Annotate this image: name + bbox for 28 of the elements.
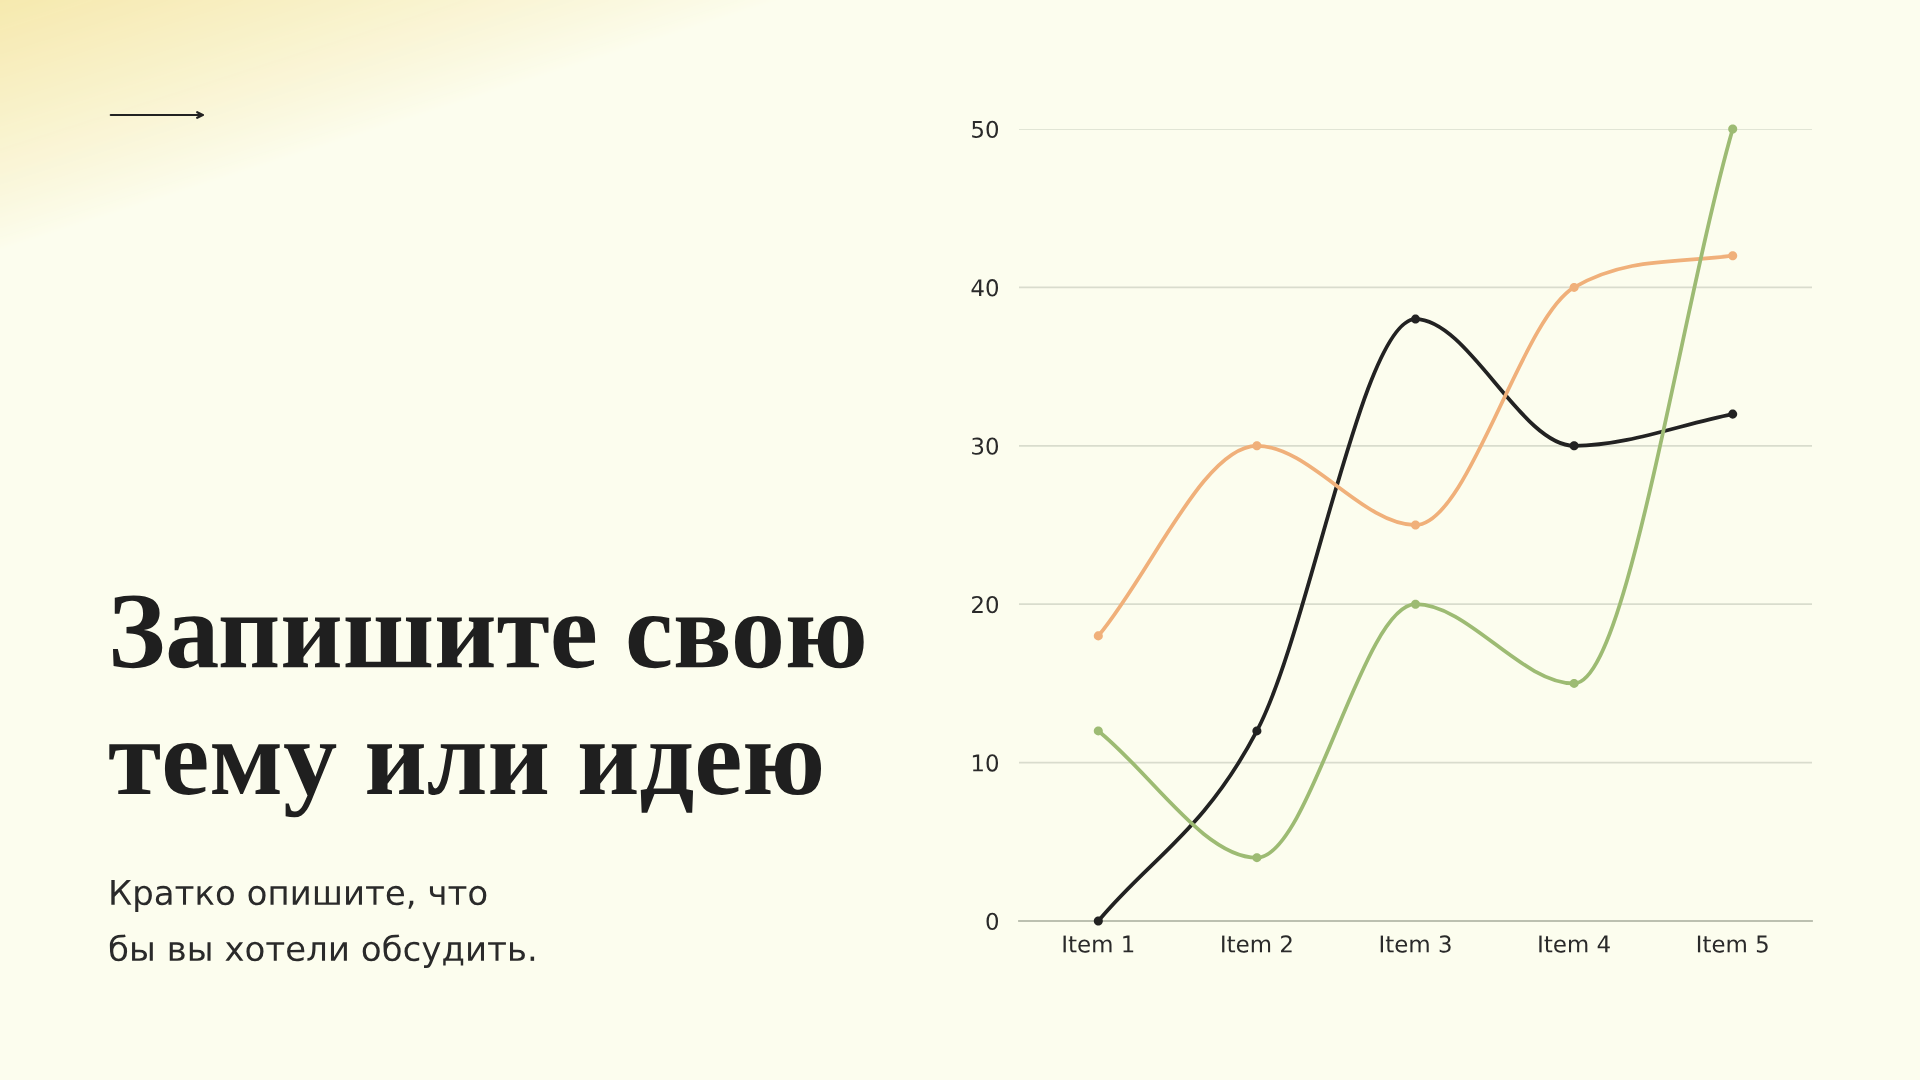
point — [1252, 853, 1262, 863]
y-tick-label: 10 — [972, 754, 999, 772]
point — [1728, 409, 1738, 419]
point — [1410, 314, 1421, 324]
x-tick-label: Item 1 — [1063, 935, 1134, 953]
x-tick-label: Item 2 — [1222, 935, 1292, 953]
point — [1093, 726, 1103, 736]
x-tick-label: Item 4 — [1539, 935, 1610, 953]
y-tick-label: 50 — [972, 120, 999, 139]
point — [1728, 251, 1738, 261]
y-tick-label: 40 — [971, 279, 999, 297]
y-tick-label: 20 — [972, 595, 999, 614]
text: Кратко опишите, что бы вы хотели обсудить. — [109, 880, 535, 968]
point — [1093, 916, 1103, 926]
point — [1410, 599, 1421, 609]
point — [1410, 520, 1421, 530]
x-tick-label: Item 5 — [1697, 935, 1768, 953]
point — [1569, 282, 1579, 292]
y-tick-label: 0 — [986, 912, 999, 931]
x-tick-label: Item 3 — [1380, 935, 1451, 953]
text: Запишите свою тему или идею — [109, 595, 864, 818]
point — [1569, 441, 1579, 451]
point — [1252, 726, 1262, 736]
y-tick-label: 30 — [972, 437, 999, 455]
point — [1728, 124, 1738, 134]
point — [1569, 678, 1579, 688]
point — [1252, 441, 1262, 451]
point — [1093, 631, 1103, 641]
